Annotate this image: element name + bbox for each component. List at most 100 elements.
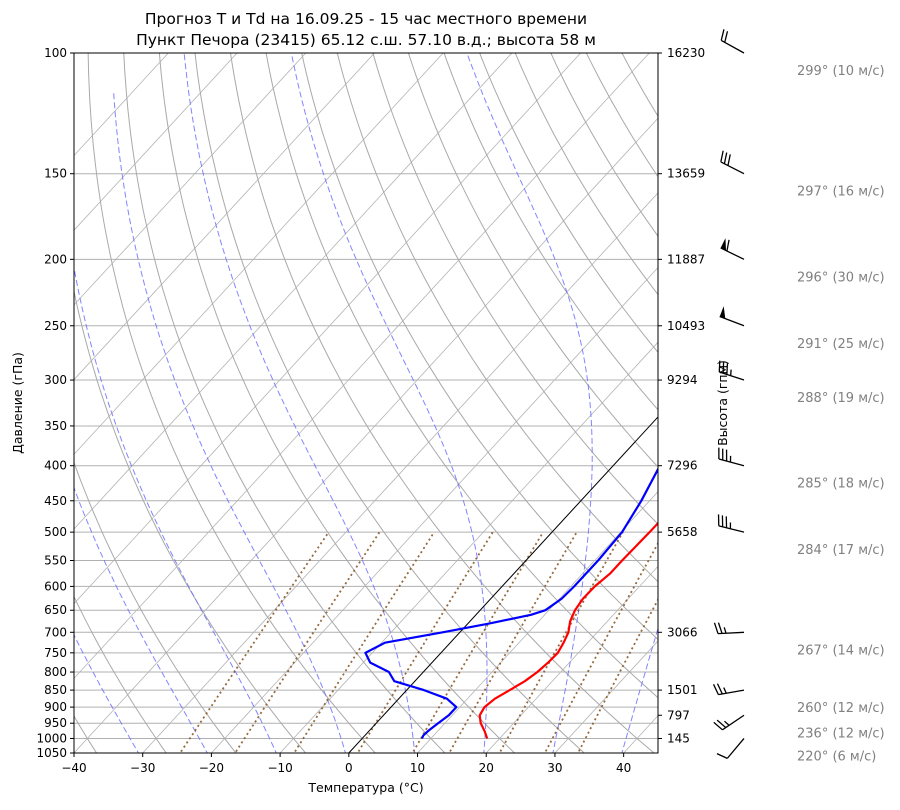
y-tick-label: 1000 <box>36 731 67 745</box>
height-tick-label: 13659 <box>667 167 705 181</box>
mixing-ratio-line <box>411 532 543 756</box>
wind-label: 296° (30 м/с) <box>797 270 885 285</box>
isotherm-line <box>0 38 526 756</box>
mixing-ratio-line <box>543 532 664 756</box>
moist-adiabat-line <box>288 38 487 756</box>
y-tick-label: 900 <box>44 700 67 714</box>
y-tick-label: 300 <box>44 373 67 387</box>
x-tick-label: 10 <box>410 761 425 775</box>
y-tick-label: 500 <box>44 525 67 539</box>
wind-barb-full <box>723 362 724 373</box>
y-tick-label: 950 <box>44 716 67 730</box>
height-tick-label: 3066 <box>667 625 698 639</box>
wind-label: 297° (16 м/с) <box>797 185 885 200</box>
y-tick-label: 750 <box>44 646 67 660</box>
y-tick-label: 100 <box>44 46 67 60</box>
wind-barb <box>714 715 744 730</box>
moist-adiabat-line <box>0 247 140 756</box>
wind-label: 260° (12 м/с) <box>797 701 885 716</box>
x-tick-label: 30 <box>547 761 562 775</box>
x-tick-label: 40 <box>616 761 631 775</box>
wind-barb-full <box>724 153 726 164</box>
wind-barb <box>714 623 744 634</box>
wind-label: 288° (19 м/с) <box>797 391 885 406</box>
y-tick-label: 400 <box>44 459 67 473</box>
wind-barb-half <box>724 688 727 694</box>
height-tick-label: 9294 <box>667 373 698 387</box>
chart-title-line1: Прогноз T и Td на 16.09.25 - 15 час мест… <box>145 10 587 28</box>
isotherm-line <box>209 38 870 756</box>
wind-barb-full <box>714 684 719 694</box>
y-tick-label: 650 <box>44 603 67 617</box>
wind-barb <box>719 514 744 532</box>
x-tick-label: −40 <box>61 761 86 775</box>
mixing-ratio-line <box>498 532 623 756</box>
isotherm-line <box>0 38 595 756</box>
chart-title-line2: Пункт Печора (23415) 65.12 с.ш. 57.10 в.… <box>136 31 596 49</box>
dry-adiabat-line <box>0 38 168 756</box>
moist-adiabat-line <box>114 92 347 756</box>
y-tick-label: 350 <box>44 419 67 433</box>
wind-barb-full <box>728 154 730 165</box>
y-tick-label: 550 <box>44 554 67 568</box>
y-tick-label: 1050 <box>36 746 67 760</box>
x-axis-label: Температура (°C) <box>307 780 423 795</box>
wind-label: 236° (12 м/с) <box>797 726 885 741</box>
dry-adiabat-line <box>88 38 378 756</box>
moist-adiabat-line <box>60 151 278 755</box>
height-tick-label: 10493 <box>667 319 705 333</box>
wind-barb <box>720 306 744 326</box>
mixing-ratio-line <box>292 532 434 756</box>
height-tick-label: 11887 <box>667 252 705 266</box>
height-tick-label: 145 <box>667 731 690 745</box>
wind-barb-full <box>714 623 718 634</box>
wind-barb-flag <box>720 306 726 318</box>
moist-adiabat-line <box>621 38 763 756</box>
wind-barb-full <box>717 754 727 759</box>
isotherm-line <box>3 38 664 756</box>
y-tick-label: 600 <box>44 579 67 593</box>
wind-barb <box>719 448 744 466</box>
y-tick-label: 700 <box>44 625 67 639</box>
wind-barb <box>721 238 744 259</box>
x-tick-label: 0 <box>345 761 353 775</box>
y-tick-label: 800 <box>44 665 67 679</box>
moist-adiabat-line <box>462 38 593 756</box>
isotherm-line <box>0 38 457 756</box>
wind-barb <box>714 684 744 695</box>
dry-adiabat-line <box>52 38 308 756</box>
moist-adiabat-line <box>183 38 415 756</box>
height-tick-label: 16230 <box>667 46 705 60</box>
wind-barb <box>721 29 744 53</box>
dry-adiabat-line <box>193 38 587 756</box>
wind-barb-half <box>724 721 729 725</box>
wind-barb <box>721 151 744 174</box>
y-tick-label: 450 <box>44 494 67 508</box>
height-tick-label: 797 <box>667 708 690 722</box>
x-tick-label: 20 <box>479 761 494 775</box>
isotherm-line <box>0 38 251 756</box>
wind-barb-full <box>725 31 728 42</box>
wind-label: 220° (6 м/с) <box>797 749 876 764</box>
y-axis-label: Давление (гПа) <box>10 352 25 454</box>
wind-barb-full <box>721 151 723 162</box>
plot-frame <box>74 53 658 753</box>
wind-label: 299° (10 м/с) <box>797 64 885 79</box>
wind-label: 267° (14 м/с) <box>797 643 885 658</box>
x-tick-label: −10 <box>267 761 292 775</box>
mixing-ratio-line <box>178 532 328 756</box>
wind-barb-staff <box>727 738 744 758</box>
wind-barb-full <box>719 361 720 372</box>
y-tick-label: 850 <box>44 683 67 697</box>
isotherm-line <box>140 38 801 756</box>
height-tick-label: 5658 <box>667 525 698 539</box>
wind-barb-full <box>718 623 722 634</box>
y-tick-label: 200 <box>44 252 67 266</box>
height-tick-label: 7296 <box>667 459 698 473</box>
wind-barb-full <box>727 240 729 251</box>
wind-barb-full <box>721 29 724 40</box>
wind-barb-full <box>727 363 728 374</box>
isotherm-line <box>0 38 182 756</box>
wind-barb-half <box>724 627 726 633</box>
